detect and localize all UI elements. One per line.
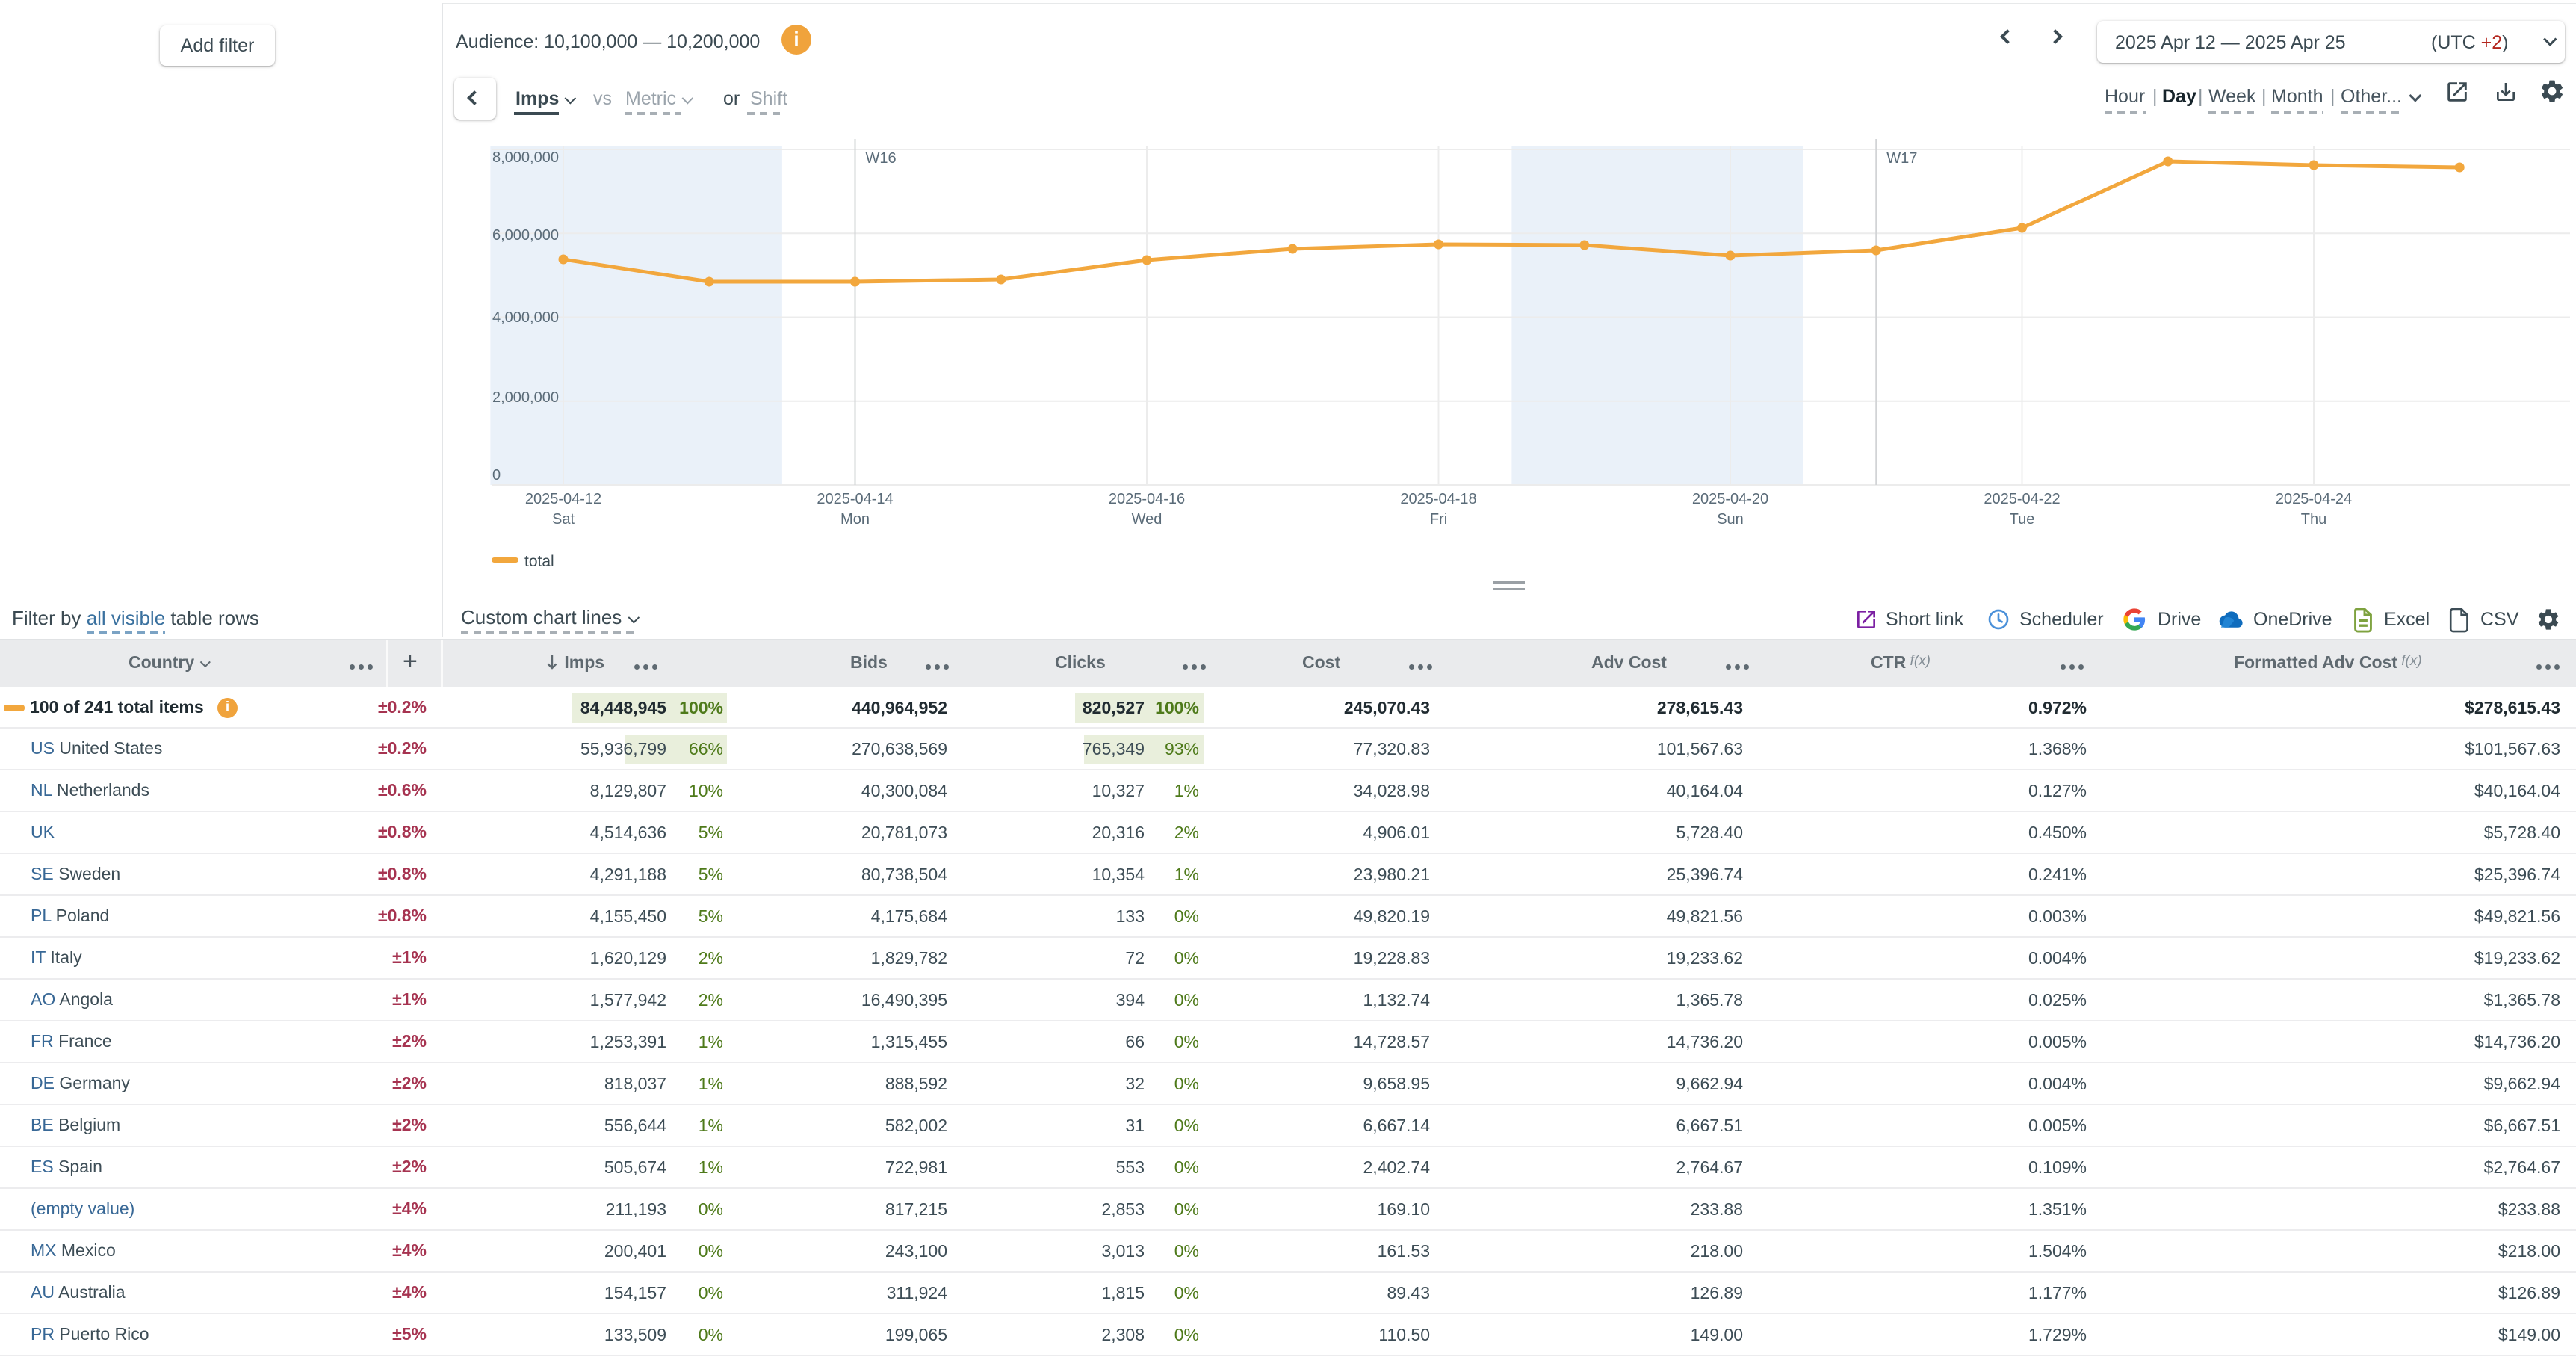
svg-text:0: 0 xyxy=(492,467,501,483)
svg-text:W16: W16 xyxy=(866,150,897,167)
svg-text:2025-04-18: 2025-04-18 xyxy=(1400,491,1476,507)
svg-text:Mon: Mon xyxy=(840,511,870,528)
svg-text:Fri: Fri xyxy=(1430,511,1447,528)
svg-text:2,000,000: 2,000,000 xyxy=(492,389,559,406)
svg-text:Wed: Wed xyxy=(1132,511,1162,528)
svg-text:2025-04-14: 2025-04-14 xyxy=(817,491,893,507)
svg-text:Thu: Thu xyxy=(2301,511,2326,528)
svg-text:2025-04-22: 2025-04-22 xyxy=(1984,491,2060,507)
svg-text:Sun: Sun xyxy=(1717,511,1744,528)
svg-text:Sat: Sat xyxy=(552,511,575,528)
svg-text:total: total xyxy=(524,553,554,570)
svg-text:W17: W17 xyxy=(1886,150,1917,167)
svg-text:8,000,000: 8,000,000 xyxy=(492,149,559,166)
svg-text:6,000,000: 6,000,000 xyxy=(492,227,559,244)
svg-text:2025-04-20: 2025-04-20 xyxy=(1692,491,1768,507)
svg-text:2025-04-12: 2025-04-12 xyxy=(525,491,601,507)
svg-text:Tue: Tue xyxy=(2010,511,2035,528)
svg-text:2025-04-24: 2025-04-24 xyxy=(2276,491,2352,507)
svg-text:4,000,000: 4,000,000 xyxy=(492,309,559,326)
svg-text:2025-04-16: 2025-04-16 xyxy=(1109,491,1185,507)
